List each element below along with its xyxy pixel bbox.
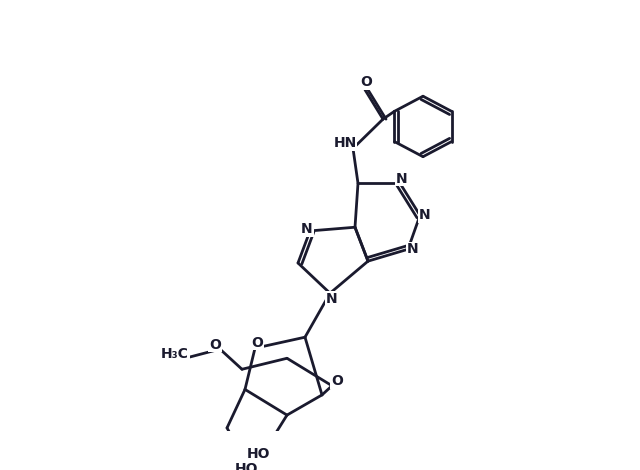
Text: N: N (419, 208, 431, 222)
Text: O: O (331, 374, 343, 388)
Text: O: O (251, 336, 263, 350)
Text: N: N (326, 292, 338, 306)
Text: HO: HO (247, 447, 271, 462)
Text: H₃C: H₃C (161, 347, 189, 360)
Text: O: O (360, 76, 372, 89)
Text: HN: HN (333, 136, 356, 150)
Text: N: N (407, 242, 419, 256)
Text: HO: HO (236, 462, 259, 470)
Text: O: O (209, 337, 221, 352)
Text: N: N (301, 222, 313, 236)
Text: N: N (396, 172, 408, 186)
